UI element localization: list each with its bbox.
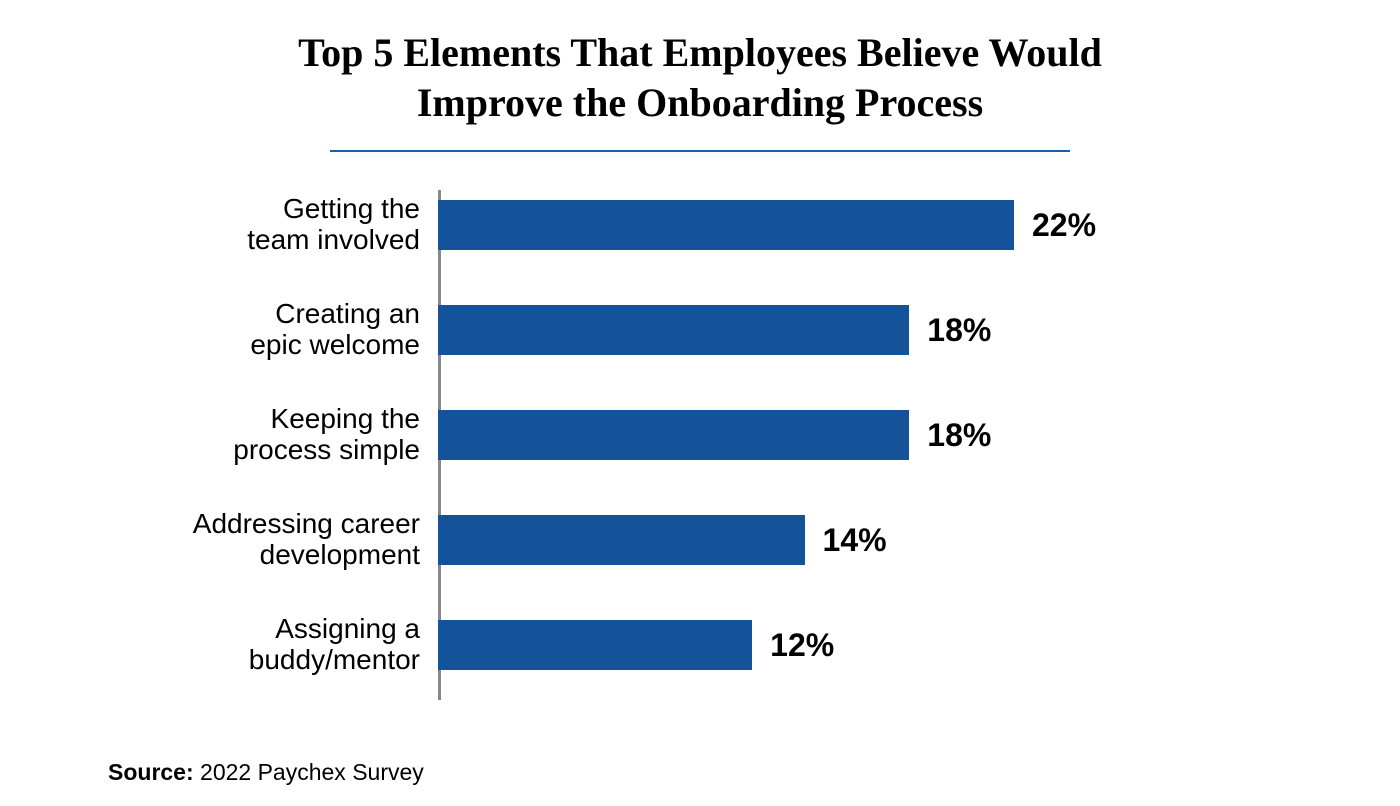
- bar-row: Keeping the process simple18%: [438, 410, 1220, 460]
- bar-value: 14%: [823, 522, 887, 559]
- bar-value: 22%: [1032, 207, 1096, 244]
- bar-row: Addressing career development14%: [438, 515, 1220, 565]
- chart-title-line1: Top 5 Elements That Employees Believe Wo…: [298, 30, 1102, 75]
- source-citation: Source: 2022 Paychex Survey: [108, 759, 424, 786]
- source-label: Source:: [108, 759, 194, 785]
- bar: [438, 305, 909, 355]
- bar-value: 18%: [927, 312, 991, 349]
- bar-row: Getting the team involved22%: [438, 200, 1220, 250]
- bar-row: Creating an epic welcome18%: [438, 305, 1220, 355]
- bar-label: Addressing career development: [160, 509, 420, 571]
- bar-label: Keeping the process simple: [160, 404, 420, 466]
- bar: [438, 620, 752, 670]
- chart-area: Getting the team involved22% Creating an …: [180, 190, 1220, 700]
- chart-title: Top 5 Elements That Employees Believe Wo…: [0, 0, 1400, 128]
- source-text: 2022 Paychex Survey: [194, 759, 424, 785]
- bar-row: Assigning a buddy/mentor12%: [438, 620, 1220, 670]
- bar-label: Assigning a buddy/mentor: [160, 614, 420, 676]
- bar-value: 12%: [770, 627, 834, 664]
- chart-title-line2: Improve the Onboarding Process: [417, 80, 983, 125]
- title-divider: [330, 150, 1070, 152]
- bar-label: Creating an epic welcome: [160, 299, 420, 361]
- bar: [438, 200, 1014, 250]
- bar: [438, 515, 805, 565]
- bar-label: Getting the team involved: [160, 194, 420, 256]
- bar-value: 18%: [927, 417, 991, 454]
- bar: [438, 410, 909, 460]
